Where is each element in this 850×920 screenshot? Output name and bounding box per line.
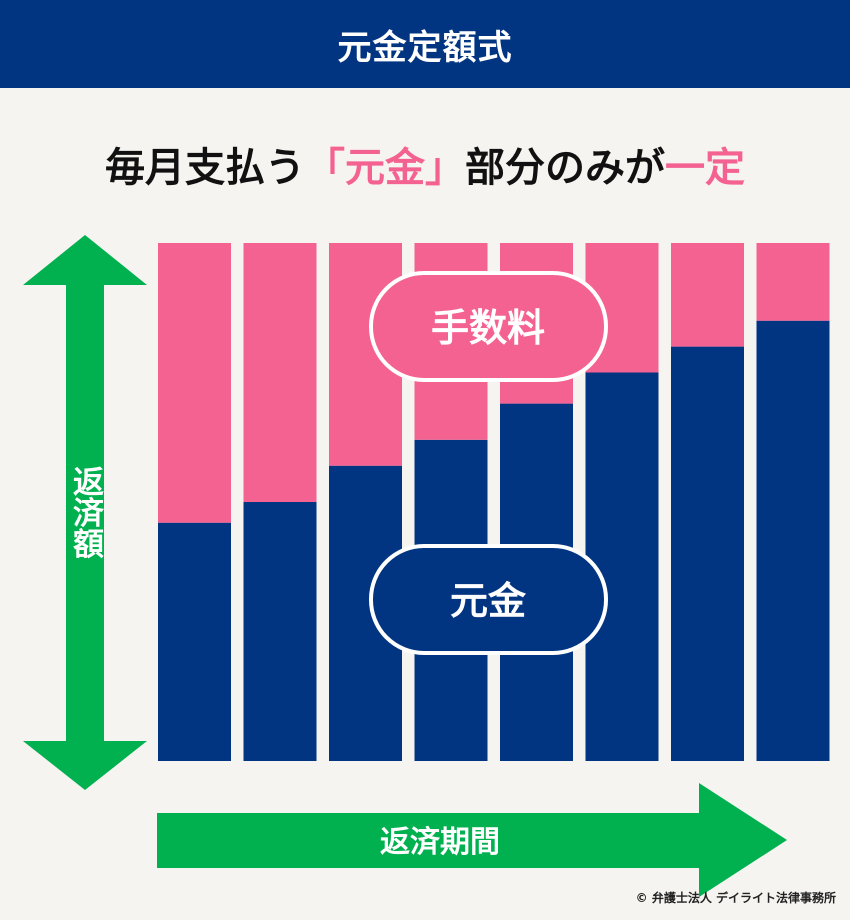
bar-principal-8 xyxy=(756,320,830,761)
subtitle-highlight-constant: 一定 xyxy=(665,145,745,191)
principal-label-text: 元金 xyxy=(450,579,527,623)
bar-principal-7 xyxy=(671,346,744,761)
y-axis-label: 返済額 xyxy=(67,466,104,560)
principal-label-pill xyxy=(369,544,608,655)
chart-subtitle: 毎月支払う「元金」部分のみが一定 xyxy=(0,138,850,198)
bar-fee-2 xyxy=(243,243,317,502)
bar-principal-1 xyxy=(158,522,231,761)
copyright-credit: © 弁護士法人 デイライト法律事務所 xyxy=(635,891,836,905)
bar-fee-1 xyxy=(158,243,231,523)
bar-principal-2 xyxy=(243,502,317,761)
fee-label-text: 手数料 xyxy=(431,306,545,350)
bar-fee-8 xyxy=(756,243,830,321)
y-axis-double-arrow xyxy=(23,235,147,790)
subtitle-part1: 毎月支払う xyxy=(105,145,305,191)
x-axis-label: 返済期間 xyxy=(380,825,500,860)
subtitle-highlight-principal: 「元金」 xyxy=(305,145,465,191)
subtitle-part2: 部分のみが xyxy=(465,145,665,191)
x-axis-arrow xyxy=(157,783,787,897)
bar-fee-7 xyxy=(671,243,744,347)
fee-label-pill xyxy=(369,271,608,382)
bar-principal-6 xyxy=(585,372,659,761)
header-bar: 元金定額式 xyxy=(0,0,850,88)
header-title: 元金定額式 xyxy=(337,27,513,68)
